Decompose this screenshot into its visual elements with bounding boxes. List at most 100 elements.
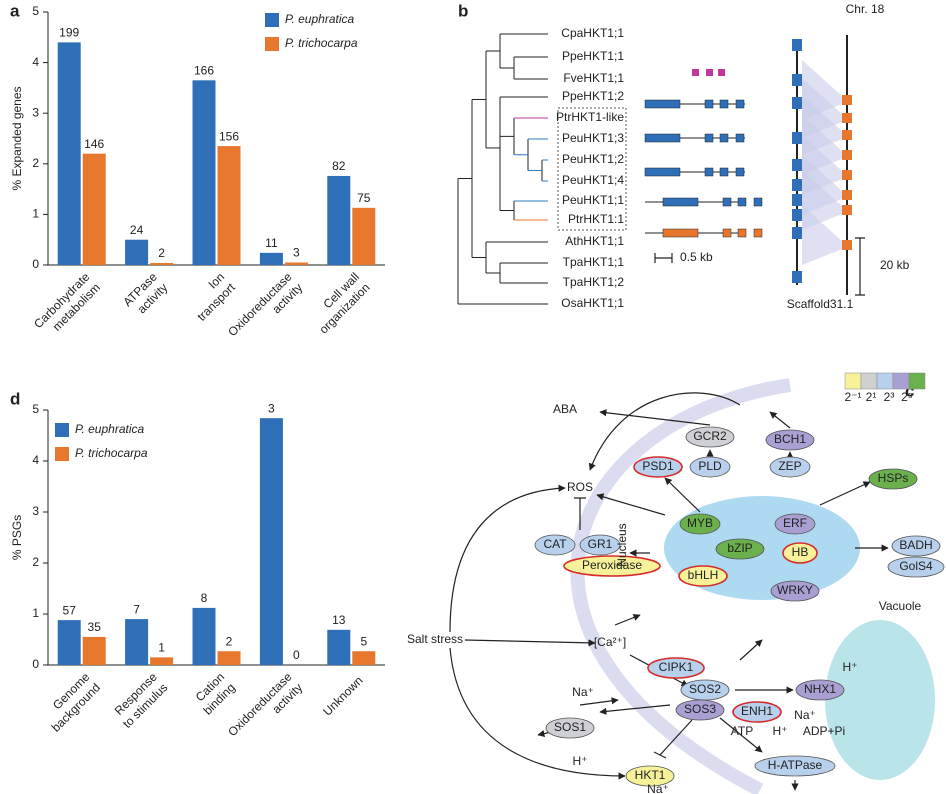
legend-swatch (876, 372, 894, 390)
chr-gene (842, 130, 852, 140)
data-label: 57 (63, 603, 77, 617)
data-label: 75 (357, 191, 371, 205)
bar (192, 607, 216, 665)
node-shape (732, 701, 782, 723)
node-label: MYB (687, 516, 713, 530)
node-label: bHLH (688, 568, 719, 582)
node-shape (795, 679, 845, 701)
node-label: HKT1 (635, 768, 666, 782)
leaf-label: PeuHKT1;4 (562, 173, 624, 187)
x-tick-label: Iontransport (184, 269, 238, 323)
bar (82, 636, 106, 665)
node-label: H-ATPase (768, 758, 823, 772)
node-shape (679, 513, 721, 535)
leaf-label: FveHKT1;1 (563, 71, 624, 85)
chr-gene (842, 190, 852, 200)
panel-label: a (10, 1, 20, 20)
leaf-label: PeuHKT1;3 (562, 131, 624, 145)
node-label: H⁺ (573, 754, 588, 768)
bar (150, 262, 174, 265)
panel-label: b (458, 1, 468, 20)
node-shape (625, 765, 675, 787)
y-tick-label: 4 (32, 453, 39, 467)
x-tick-label: Genomebackground (38, 670, 103, 735)
node-label: SOS3 (684, 702, 716, 716)
node-label: SOS2 (689, 682, 721, 696)
x-tick-label: Unknown (320, 673, 365, 718)
node-shape (563, 555, 661, 577)
data-label: 146 (84, 137, 104, 151)
node-shape (675, 699, 725, 721)
node-label: H⁺ (843, 660, 858, 674)
node-shape (685, 426, 735, 448)
leaf-label: CpaHKT1;1 (561, 26, 624, 40)
leaf-label: PeuHKT1;2 (562, 152, 624, 166)
gene-exon (719, 133, 729, 143)
node-label: Peroxidase (582, 558, 642, 572)
node-shape (782, 542, 818, 564)
y-axis-label: % Expanded genes (10, 86, 24, 190)
node-label: GR1 (588, 537, 613, 551)
x-tick-line: Unknown (320, 673, 365, 718)
node-label: Salt stress (407, 632, 463, 646)
legend-swatch (55, 423, 69, 437)
gene-exon (692, 69, 699, 76)
bar (217, 651, 241, 665)
y-tick-label: 0 (32, 257, 39, 271)
y-tick-label: 0 (32, 657, 39, 671)
scaffold-gene (792, 227, 802, 239)
legend-label: 2¹ (866, 390, 877, 404)
node-label: WRKY (777, 583, 813, 597)
gene-exon (644, 99, 681, 109)
data-label: 2 (158, 246, 165, 260)
inhibit (574, 497, 586, 530)
inhibit (653, 719, 693, 759)
node-label: Na⁺ (794, 708, 816, 722)
bar (82, 153, 106, 265)
node-label: GolS4 (899, 559, 933, 573)
gene-exon (704, 99, 714, 109)
data-label: 0 (293, 648, 300, 662)
leaf-label: PpeHKT1;1 (562, 49, 624, 63)
gene-exon (662, 228, 699, 238)
legend-label: 2⁵ (901, 390, 913, 404)
x-tick-label: Oxidoreductaseactivity (225, 670, 305, 750)
node-shape (891, 535, 941, 557)
node-shape (754, 755, 836, 777)
node-label: bZIP (727, 541, 752, 555)
scaffold-gene (792, 271, 802, 283)
legend-swatch (860, 372, 878, 390)
node-label: ROS (567, 480, 593, 494)
node-label: CAT (543, 537, 567, 551)
legend-label: 2⁻¹ (844, 390, 861, 404)
node-shape (647, 657, 705, 679)
gene-exon (737, 228, 747, 238)
bar (284, 262, 308, 265)
data-label: 3 (268, 401, 275, 415)
node-label: BADH (899, 538, 932, 552)
node-label: Vacuole (879, 599, 922, 613)
node-shape (689, 456, 731, 478)
data-label: 166 (194, 63, 214, 77)
chr-gene (842, 240, 852, 250)
bar (327, 629, 351, 665)
gene-exon (753, 228, 763, 238)
chr-gene (842, 150, 852, 160)
chr-gene (842, 113, 852, 123)
leaf-label: PpeHKT1;2 (562, 89, 624, 103)
y-tick-label: 2 (32, 156, 39, 170)
legend-swatch (908, 372, 926, 390)
node-label: Nucleus (615, 523, 629, 566)
node-label: ERF (783, 516, 807, 530)
bar (327, 175, 351, 265)
node-label: ABA (553, 402, 577, 416)
x-tick-label: Carbohydratemetabolism (31, 270, 103, 342)
legend-label: 2³ (884, 390, 895, 404)
leaf-label: PeuHKT1;1 (562, 193, 624, 207)
leaf-label: TpaHKT1;1 (563, 255, 625, 269)
bar (217, 146, 241, 265)
legend-swatch (844, 372, 862, 390)
leaf-label: AthHKT1;1 (565, 234, 624, 248)
gene-exon (662, 197, 699, 207)
data-label: 7 (133, 602, 140, 616)
